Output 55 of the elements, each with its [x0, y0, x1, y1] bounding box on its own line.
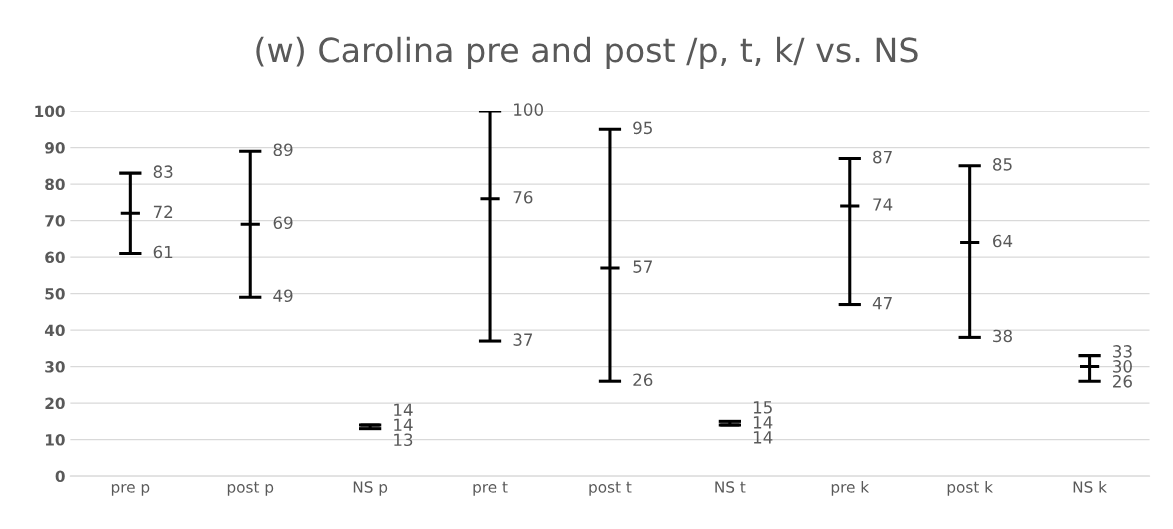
- annotation: 64: [993, 234, 1013, 248]
- candlestick: [598, 129, 622, 382]
- annotation: 72: [153, 205, 173, 218]
- x-tick-label: post t: [589, 481, 632, 496]
- annotation: 14: [753, 431, 773, 444]
- candlestick: [478, 111, 502, 342]
- candlestick: [958, 165, 981, 338]
- x-tick-label: post p: [227, 481, 274, 496]
- y-tick-label: 60: [45, 251, 65, 264]
- y-tick-label: 20: [45, 397, 65, 410]
- y-tick-label: 40: [44, 324, 65, 337]
- x-tick-label: pre p: [111, 484, 150, 496]
- y-tick-label: 30: [45, 361, 65, 373]
- annotation: 57: [633, 260, 652, 273]
- y-tick-label: 100: [35, 105, 65, 118]
- y-tick-label: 10: [45, 434, 65, 446]
- x-tick-label: pre k: [831, 480, 870, 496]
- annotation: 14: [394, 418, 413, 431]
- annotation: 26: [633, 373, 653, 387]
- annotation: 61: [153, 245, 173, 259]
- annotation: 95: [633, 121, 652, 135]
- annotation: 83: [153, 165, 173, 178]
- y-tick-label: 0: [55, 470, 65, 483]
- annotation: 38: [993, 329, 1012, 343]
- annotation: 87: [873, 150, 892, 164]
- x-tick-label: NS k: [1073, 480, 1107, 493]
- annotation: 85: [993, 158, 1012, 171]
- x-tick-label: post k: [947, 480, 993, 496]
- candlestick: [838, 158, 861, 305]
- annotation: 37: [513, 333, 533, 346]
- annotation: 26: [1113, 375, 1132, 388]
- annotation: 69: [273, 216, 293, 230]
- annotation: 13: [394, 433, 413, 447]
- y-tick-label: 80: [45, 178, 65, 191]
- chart-title: (w) Carolina pre and post /p, t, k/ vs. NS: [256, 36, 918, 70]
- annotation: 76: [513, 190, 533, 204]
- x-tick-label: NS t: [715, 481, 746, 493]
- annotation: 14: [394, 403, 413, 416]
- annotation: 14: [753, 416, 773, 429]
- annotation: 47: [872, 296, 892, 310]
- x-tick-label: NS p: [353, 481, 388, 496]
- x-tick-label: pre t: [473, 481, 508, 496]
- annotation: 89: [273, 143, 293, 157]
- annotation: 74: [873, 198, 893, 211]
- annotation: 49: [273, 289, 293, 303]
- annotation: 30: [1113, 360, 1132, 373]
- annotation: 33: [1113, 345, 1132, 358]
- annotation: 15: [753, 401, 772, 414]
- y-tick-label: 70: [45, 215, 65, 227]
- candlestick: [1078, 355, 1101, 382]
- candlestick: [119, 173, 142, 254]
- annotation: 100: [514, 103, 543, 116]
- y-tick-label: 50: [45, 288, 65, 300]
- candlestick: [239, 151, 262, 298]
- y-tick-label: 90: [45, 142, 65, 154]
